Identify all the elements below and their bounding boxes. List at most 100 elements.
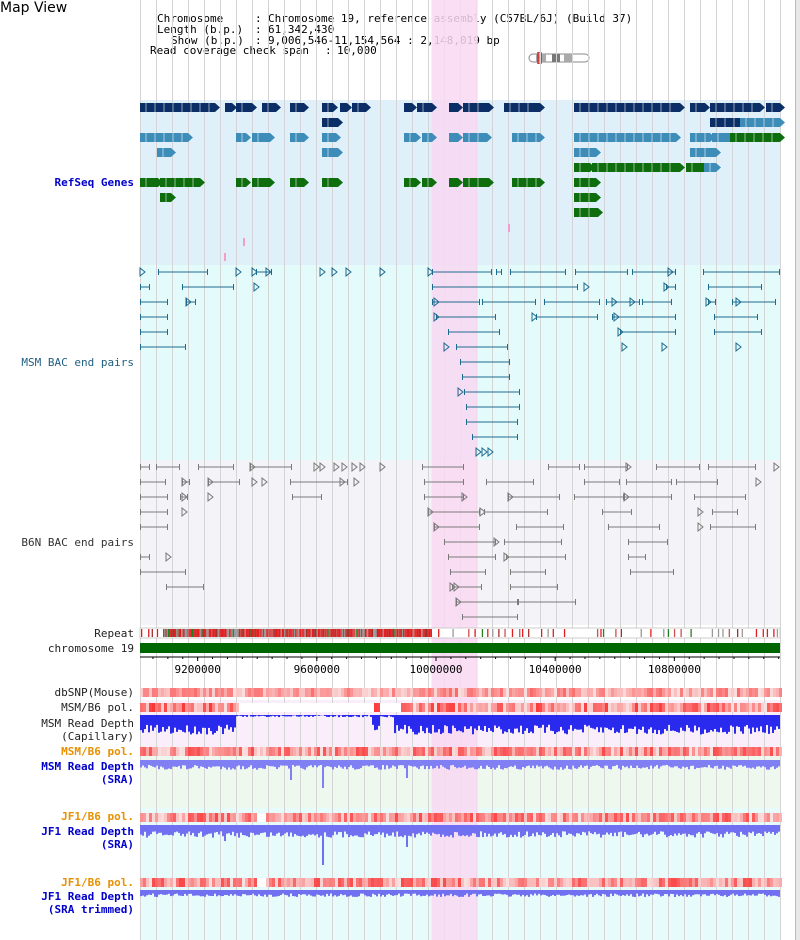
msm-capillary-depth-bar — [464, 715, 466, 727]
jf1-b6-pol-trim-cell — [704, 878, 707, 887]
jf1-sra-depth-bar — [236, 825, 238, 834]
msm-b6-pol-cell — [431, 703, 434, 712]
msm-sra-depth-bar — [618, 760, 620, 769]
jf1-sra-depth-bar — [586, 825, 588, 836]
msm-b6-pol-cell — [263, 703, 266, 712]
msm-sra-depth-bar — [308, 760, 310, 766]
msm-b6-pol-sra-cell — [539, 747, 542, 756]
jf1-sra-depth-bar — [168, 825, 170, 836]
vertical-scrollbar[interactable] — [795, 0, 800, 940]
msm-sra-depth-bar — [564, 760, 566, 769]
msm-b6-pol-sra-cell — [203, 747, 206, 756]
repeat-element — [248, 629, 250, 637]
msm-b6-pol-cell — [548, 703, 551, 712]
jf1-sra-trimmed-depth-bar — [670, 890, 672, 894]
track-label-msm-b6-pol-1[interactable]: MSM/B6 pol. — [61, 701, 134, 714]
jf1-b6-pol-cell — [197, 813, 200, 822]
jf1-sra-trimmed-depth-bar — [486, 890, 488, 896]
jf1-sra-trimmed-depth-bar — [318, 890, 320, 895]
jf1-sra-trimmed-depth-bar — [736, 890, 738, 895]
dbsnp-cell — [482, 688, 485, 697]
msm-capillary-depth-bar — [428, 715, 430, 733]
track-label-repeat[interactable]: Repeat — [94, 627, 134, 640]
jf1-sra-depth-bar — [594, 825, 596, 833]
jf1-b6-pol-cell — [650, 813, 653, 822]
msm-b6-pol-sra-cell — [701, 747, 704, 756]
repeat-element — [776, 629, 779, 637]
dbsnp-cell — [305, 688, 308, 697]
selected-region-highlight — [431, 0, 478, 940]
jf1-sra-depth-bar — [384, 825, 386, 838]
msm-sra-depth-bar — [558, 760, 560, 770]
msm-b6-pol-sra-cell — [731, 747, 734, 756]
b6n-bac-end-arrow — [507, 491, 514, 503]
msm-sra-depth-bar — [244, 760, 246, 770]
jf1-sra-trimmed-depth-bar — [230, 890, 232, 895]
msm-capillary-depth-bar — [286, 715, 288, 717]
track-label-jf1-read-depth[interactable]: JF1 Read Depth — [41, 825, 134, 838]
msm-b6-pol-cell — [707, 703, 710, 712]
jf1-b6-pol-trim-cell — [293, 878, 296, 887]
jf1-sra-trimmed-depth-bar — [578, 890, 580, 896]
repeat-element — [331, 629, 333, 637]
jf1-b6-pol-cell — [326, 813, 329, 822]
track-label-jf1-b6-pol-1[interactable]: JF1/B6 pol. — [61, 810, 134, 823]
jf1-sra-depth-bar — [670, 825, 672, 835]
msm-sra-depth-bar — [578, 760, 580, 768]
repeat-element — [345, 629, 347, 637]
jf1-sra-depth-bar — [294, 825, 296, 834]
dbsnp-cell — [395, 688, 398, 697]
dbsnp-cell — [698, 688, 701, 697]
msm-capillary-depth-bar — [486, 715, 488, 732]
msm-b6-pol-cell — [599, 703, 602, 712]
track-label-msm-read-depth-capillary[interactable]: MSM Read Depth — [41, 717, 134, 730]
track-label-chromosome[interactable]: chromosome 19 — [47, 642, 134, 655]
msm-capillary-depth-bar — [768, 715, 770, 734]
msm-b6-pol-cell — [392, 703, 395, 712]
dbsnp-cell — [248, 688, 251, 697]
msm-capillary-depth-bar — [442, 715, 444, 733]
msm-sra-depth-bar — [354, 760, 356, 770]
track-label-jf1-read-depth-trimmed[interactable]: JF1 Read Depth — [41, 890, 134, 903]
jf1-sra-depth-bar — [534, 825, 536, 837]
msm-sra-depth-bar — [346, 760, 348, 770]
track-label-msm-b6-pol-2[interactable]: MSM/B6 pol. — [61, 745, 134, 758]
track-label-msm-bac[interactable]: MSM BAC end pairs — [21, 356, 134, 369]
msm-sra-depth-bar — [742, 760, 744, 767]
msm-capillary-depth-bar — [172, 715, 174, 733]
track-label-dbsnp[interactable]: dbSNP(Mouse) — [54, 686, 134, 699]
track-label-jf1-b6-pol-2[interactable]: JF1/B6 pol. — [61, 876, 134, 889]
jf1-b6-pol-trim-cell — [173, 878, 176, 887]
msm-capillary-depth-bar — [546, 715, 548, 728]
msm-sra-depth-bar — [500, 760, 502, 769]
msm-b6-pol-sra-cell — [521, 747, 524, 756]
repeat-element — [182, 629, 184, 637]
jf1-b6-pol-cell — [428, 813, 431, 822]
dbsnp-cell — [746, 688, 749, 697]
coverage-info-colon: : — [325, 44, 332, 57]
jf1-sra-depth-bar — [664, 825, 666, 835]
b6n-bac-end-arrow — [773, 461, 780, 473]
jf1-b6-pol-cell — [710, 813, 713, 822]
jf1-sra-depth-bar — [768, 825, 770, 832]
repeat-element — [170, 629, 172, 637]
repeat-element — [172, 629, 174, 637]
track-label-refseq-genes[interactable]: RefSeq Genes — [54, 176, 134, 189]
msm-sra-depth-bar — [394, 760, 396, 767]
jf1-b6-pol-cell — [455, 813, 458, 822]
msm-sra-depth-bar — [180, 760, 182, 769]
jf1-b6-pol-trim-cell — [515, 878, 518, 887]
track-label-msm-read-depth-sra[interactable]: MSM Read Depth — [41, 760, 134, 773]
msm-sra-depth-bar — [264, 760, 266, 769]
jf1-sra-trimmed-depth-bar — [482, 890, 484, 896]
track-label-b6n-bac[interactable]: B6N BAC end pairs — [21, 536, 134, 549]
dbsnp-cell — [503, 688, 506, 697]
msm-capillary-depth-bar — [530, 715, 532, 732]
jf1-sra-depth-bar — [556, 825, 558, 834]
jf1-sra-trimmed-depth-bar — [462, 890, 464, 897]
jf1-sra-trimmed-depth-bar — [626, 890, 628, 895]
msm-b6-pol-cell — [434, 703, 437, 712]
jf1-sra-depth-bar — [298, 825, 300, 836]
jf1-sra-trimmed-depth-bar — [412, 890, 414, 894]
